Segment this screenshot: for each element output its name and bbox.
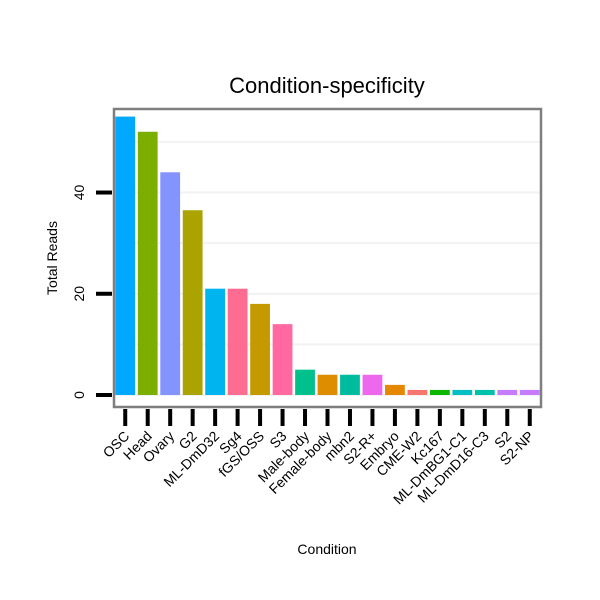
bar <box>474 389 495 395</box>
bar <box>250 303 270 395</box>
bar <box>497 389 518 395</box>
bar <box>182 210 203 395</box>
bar <box>385 384 405 395</box>
y-tick-label: 0 <box>71 391 87 399</box>
bar <box>452 389 473 395</box>
bar <box>227 288 248 395</box>
bar <box>115 116 136 395</box>
bar <box>317 374 338 395</box>
bar <box>160 172 181 395</box>
bar <box>272 324 293 395</box>
bar <box>205 288 226 395</box>
y-axis: 0 20 40 <box>71 185 112 399</box>
bar <box>407 389 428 395</box>
y-axis-title: Total Reads <box>44 221 60 295</box>
chart-title: Condition-specificity <box>229 73 425 98</box>
x-axis-title: Condition <box>297 541 356 557</box>
bar <box>340 374 360 395</box>
bar <box>362 374 383 395</box>
plot-border <box>112 107 543 409</box>
bar <box>429 389 450 395</box>
bar <box>137 131 158 395</box>
bar <box>519 389 540 395</box>
bars <box>115 116 540 395</box>
bar <box>295 369 315 395</box>
y-tick-label: 20 <box>71 286 87 302</box>
y-tick-label: 40 <box>71 185 87 201</box>
